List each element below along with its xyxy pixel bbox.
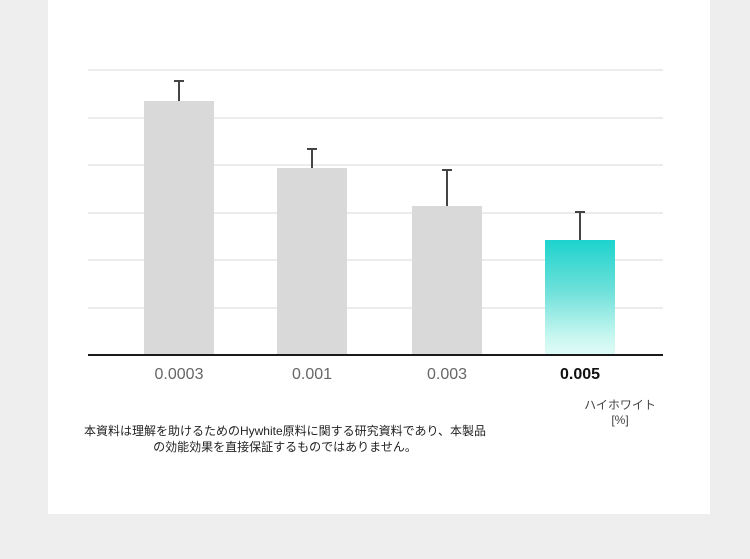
x-tick-label: 0.005 <box>559 366 601 383</box>
disclaimer-line-1: 本資料は理解を助けるためのHywhite原料に関する研究資料であり、本製品 <box>83 424 487 438</box>
unit-percent: [%] <box>611 413 629 427</box>
error-bar-cap <box>575 211 585 214</box>
gridline <box>88 164 663 166</box>
gridline <box>88 69 663 71</box>
error-bar <box>178 79 180 101</box>
x-axis-line <box>88 354 663 356</box>
x-axis-unit-label: ハイホワイト [%] <box>578 398 662 428</box>
bar-chart <box>88 69 663 356</box>
bar-0.005 <box>545 240 615 354</box>
unit-name: ハイホワイト <box>584 398 656 412</box>
x-tick-label: 0.0003 <box>154 366 204 383</box>
gridline <box>88 259 663 261</box>
gridline <box>88 211 663 214</box>
error-bar <box>446 168 448 206</box>
x-tick-label: 0.001 <box>291 366 333 383</box>
error-bar-cap <box>174 79 184 82</box>
error-bar <box>579 211 581 240</box>
error-bar <box>311 147 313 168</box>
error-bar-cap <box>307 147 317 150</box>
disclaimer-text: 本資料は理解を助けるためのHywhite原料に関する研究資料であり、本製品 の効… <box>80 423 490 455</box>
x-tick-label: 0.003 <box>426 366 468 383</box>
gridline <box>88 116 663 119</box>
bar-0.003 <box>412 205 482 354</box>
gridline <box>88 306 663 309</box>
bar-0.0003 <box>144 100 214 354</box>
bar-0.001 <box>277 167 347 354</box>
disclaimer-line-2: の効能効果を直接保証するものではありません。 <box>153 440 417 454</box>
error-bar-cap <box>442 168 452 171</box>
